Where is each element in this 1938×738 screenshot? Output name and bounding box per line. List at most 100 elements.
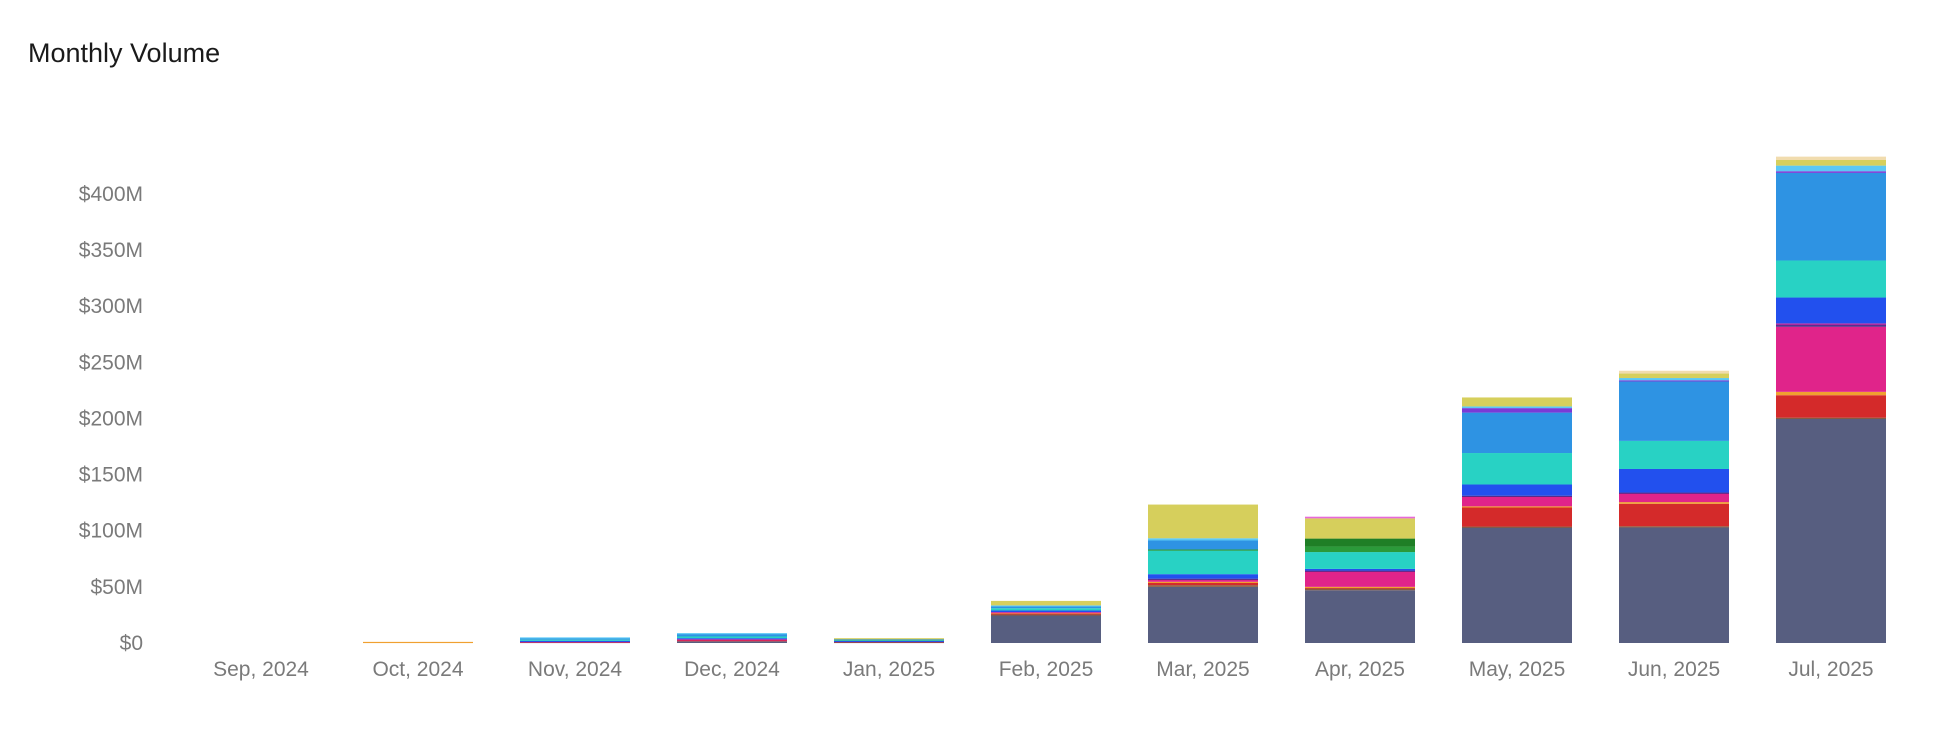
bar-stack[interactable] <box>520 637 630 644</box>
bar-segment[interactable] <box>1462 526 1572 528</box>
bar-segment[interactable] <box>1619 381 1729 441</box>
bar-segment[interactable] <box>1462 453 1572 485</box>
bar-segment[interactable] <box>1776 391 1886 396</box>
bar-segment[interactable] <box>1619 373 1729 379</box>
bar-segment[interactable] <box>1776 165 1886 172</box>
bar-segment[interactable] <box>991 614 1101 616</box>
bar-stack[interactable] <box>1305 516 1415 643</box>
bar-segment[interactable] <box>520 637 630 639</box>
bar-segment[interactable] <box>1148 538 1258 541</box>
bar-segment[interactable] <box>1776 171 1886 173</box>
bar-segment[interactable] <box>1305 588 1415 591</box>
bar-segment[interactable] <box>1305 516 1415 519</box>
bar-segment[interactable] <box>1619 378 1729 381</box>
bar-stack[interactable] <box>834 638 944 644</box>
bar-segment[interactable] <box>520 640 630 642</box>
bar-segment[interactable] <box>1148 578 1258 580</box>
bar-segment[interactable] <box>1305 590 1415 643</box>
bar-segment[interactable] <box>991 605 1101 607</box>
bar-segment[interactable] <box>1619 527 1729 643</box>
bar-segment[interactable] <box>991 600 1101 606</box>
bar-segment[interactable] <box>991 605 1101 609</box>
bar-segment[interactable] <box>1619 370 1729 374</box>
x-tick-label: Oct, 2024 <box>372 658 463 681</box>
bar-segment[interactable] <box>1776 395 1886 418</box>
bar-segment[interactable] <box>1776 326 1886 392</box>
bar-segment[interactable] <box>1462 412 1572 454</box>
bar-segment[interactable] <box>1619 526 1729 528</box>
bar-segment[interactable] <box>1619 502 1729 504</box>
bar-segment[interactable] <box>677 638 787 640</box>
bar-stack[interactable] <box>363 641 473 644</box>
bar-segment[interactable] <box>1462 397 1572 407</box>
x-axis: Sep, 2024 Oct, 2024 Nov, 2024 Dec, 2024 Jan,… <box>213 658 1874 681</box>
bar-segment[interactable] <box>834 640 944 642</box>
bar-segment[interactable] <box>1148 586 1258 643</box>
bar-segment[interactable] <box>1148 582 1258 586</box>
bar-segment[interactable] <box>1305 538 1415 547</box>
bar-segment[interactable] <box>1462 408 1572 413</box>
bar-segment[interactable] <box>1148 581 1258 584</box>
bar-segment[interactable] <box>1776 418 1886 643</box>
bar-segment[interactable] <box>677 636 787 639</box>
x-tick-label: Dec, 2024 <box>684 658 780 681</box>
y-tick-label: $400M <box>79 183 143 206</box>
bar-segment[interactable] <box>1776 260 1886 298</box>
bar-segment[interactable] <box>1148 574 1258 579</box>
bar-segment[interactable] <box>1305 568 1415 571</box>
bar-segment[interactable] <box>1462 406 1572 409</box>
bar-stack[interactable] <box>991 600 1101 643</box>
bar-stack[interactable] <box>677 633 787 643</box>
bar-segment[interactable] <box>1148 579 1258 582</box>
bar-segment[interactable] <box>991 610 1101 613</box>
bar-segment[interactable] <box>991 614 1101 643</box>
bar-segment[interactable] <box>1462 506 1572 508</box>
bar-segment[interactable] <box>1148 585 1258 587</box>
bar-segment[interactable] <box>1148 540 1258 550</box>
bar-segment[interactable] <box>1305 518 1415 539</box>
bar-segment[interactable] <box>1148 549 1258 551</box>
bar-segment[interactable] <box>520 639 630 641</box>
bar-segment[interactable] <box>991 608 1101 611</box>
bar-segment[interactable] <box>363 641 473 644</box>
bar-segment[interactable] <box>1462 527 1572 643</box>
bar-segment[interactable] <box>1619 440 1729 469</box>
bar-segment[interactable] <box>991 612 1101 614</box>
bar-segment[interactable] <box>677 633 787 635</box>
bar-stack[interactable] <box>1619 370 1729 643</box>
bar-segment[interactable] <box>677 639 787 641</box>
bar-segment[interactable] <box>1305 586 1415 589</box>
bar-segment[interactable] <box>1776 156 1886 161</box>
bar-segment[interactable] <box>1148 504 1258 539</box>
bar-segment[interactable] <box>1462 484 1572 496</box>
bar-segment[interactable] <box>1776 160 1886 166</box>
bar-segment[interactable] <box>1776 417 1886 419</box>
bar-segment[interactable] <box>1148 550 1258 575</box>
bar-segment[interactable] <box>834 638 944 640</box>
bar-segment[interactable] <box>677 633 787 637</box>
bar-segment[interactable] <box>1305 546 1415 553</box>
bar-segment[interactable] <box>1305 552 1415 569</box>
bar-segment[interactable] <box>1619 380 1729 382</box>
bar-stack[interactable] <box>1148 504 1258 643</box>
bar-segment[interactable] <box>1305 570 1415 572</box>
bar-segment[interactable] <box>677 641 787 643</box>
bar-segment[interactable] <box>1776 323 1886 326</box>
bar-segment[interactable] <box>1776 172 1886 261</box>
bar-segment[interactable] <box>1462 495 1572 497</box>
bar-segment[interactable] <box>1619 492 1729 494</box>
bar-segment[interactable] <box>1619 493 1729 503</box>
bar-segment[interactable] <box>1776 325 1886 327</box>
bar-segment[interactable] <box>1619 468 1729 493</box>
y-tick-label: $250M <box>79 351 143 374</box>
bar-segment[interactable] <box>520 637 630 640</box>
bar-stack[interactable] <box>1776 156 1886 643</box>
bar-segment[interactable] <box>1462 507 1572 527</box>
bar-segment[interactable] <box>1776 297 1886 324</box>
bar-segment[interactable] <box>1305 571 1415 587</box>
bar-stack[interactable] <box>1462 397 1572 643</box>
bar-segment[interactable] <box>1462 496 1572 507</box>
bar-segment[interactable] <box>1619 503 1729 527</box>
